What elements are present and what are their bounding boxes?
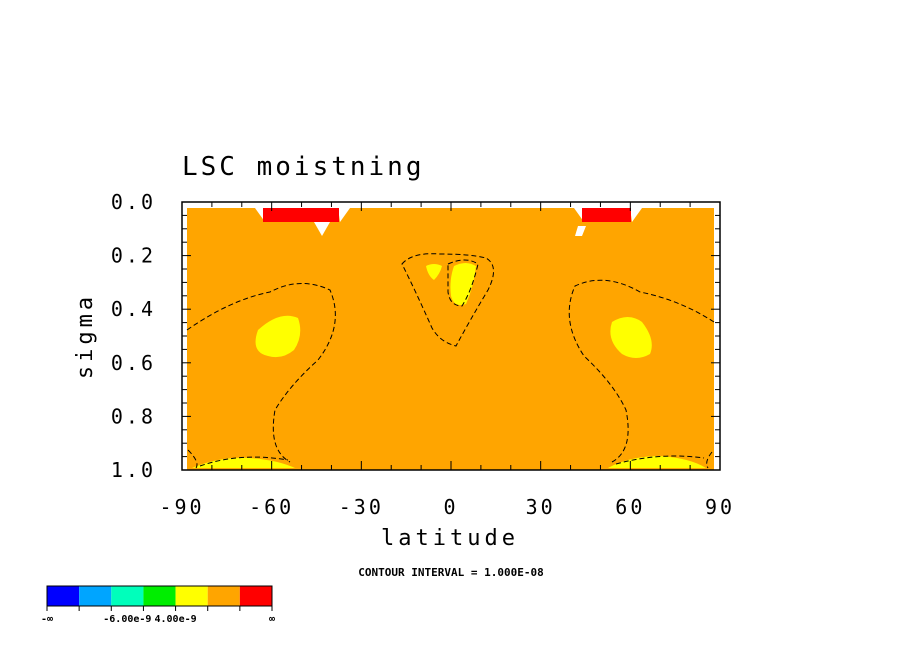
colorbar-swatch bbox=[175, 586, 208, 606]
colorbar-label: ∞ bbox=[269, 614, 275, 625]
x-tick-label: -60 bbox=[249, 495, 294, 519]
contour-line-surface-right-2 bbox=[615, 455, 705, 465]
contour-line-surface-left bbox=[187, 449, 198, 469]
colorbar-swatch bbox=[47, 586, 80, 606]
contour-field bbox=[187, 208, 714, 470]
x-axis-tick-labels: -90 -60 -30 0 30 60 90 bbox=[159, 495, 735, 519]
x-tick-label: 30 bbox=[526, 495, 556, 519]
chart-title: LSC moistning bbox=[182, 152, 425, 182]
colorbar-label: -∞ bbox=[41, 614, 53, 625]
contour-line-center-inner bbox=[447, 259, 479, 307]
contour-line-right bbox=[568, 279, 715, 463]
contour-line-surface-left-2 bbox=[199, 456, 289, 467]
y-tick-label: 0.0 bbox=[111, 190, 156, 214]
y-tick-label: 0.4 bbox=[111, 297, 156, 321]
colorbar-label: -6.00e-9 bbox=[103, 614, 151, 625]
colorbar-label: 4.00e-9 bbox=[154, 614, 196, 625]
colorbar-swatch bbox=[143, 586, 176, 606]
y-tick-label: 0.2 bbox=[111, 244, 156, 268]
x-tick-label: 90 bbox=[705, 495, 735, 519]
contour-line-center bbox=[401, 253, 494, 347]
white-gap-right bbox=[574, 208, 584, 222]
y-tick-label: 0.6 bbox=[111, 351, 156, 375]
x-axis-ticks bbox=[181, 202, 721, 470]
yellow-blob-center bbox=[450, 263, 476, 305]
contour-interval-note: CONTOUR INTERVAL = 1.000E-08 bbox=[358, 566, 543, 579]
y-tick-label: 0.8 bbox=[111, 404, 156, 428]
yellow-blob-right bbox=[610, 317, 652, 358]
colorbar-swatch bbox=[239, 586, 272, 606]
white-gap-left-2 bbox=[314, 222, 330, 236]
x-tick-label: -30 bbox=[339, 495, 384, 519]
x-tick-label: 0 bbox=[443, 495, 458, 519]
y-axis-ticks bbox=[182, 201, 720, 471]
contour-line-surface-right bbox=[706, 451, 713, 469]
white-gap-right-2 bbox=[575, 226, 586, 236]
colorbar-labels: -∞ -6.00e-9 4.00e-9 ∞ bbox=[41, 614, 275, 625]
red-region-left bbox=[263, 208, 339, 222]
colorbar-swatch bbox=[111, 586, 144, 606]
y-axis-tick-labels: 0.0 0.2 0.4 0.6 0.8 1.0 bbox=[111, 190, 156, 482]
x-tick-label: -90 bbox=[159, 495, 204, 519]
red-region-right bbox=[582, 208, 631, 222]
white-gap-right-3 bbox=[630, 208, 642, 222]
colorbar-swatch bbox=[207, 586, 240, 606]
white-gap-left-3 bbox=[338, 208, 350, 222]
x-tick-label: 60 bbox=[615, 495, 645, 519]
x-axis-label: latitude bbox=[381, 526, 519, 551]
yellow-blob-center-small bbox=[426, 264, 442, 280]
colorbar-swatch bbox=[79, 586, 112, 606]
colorbar-frame bbox=[46, 585, 273, 607]
contour-lines bbox=[186, 253, 715, 469]
colorbar bbox=[46, 585, 273, 611]
contour-line-left bbox=[186, 282, 336, 463]
y-tick-label: 1.0 bbox=[111, 458, 156, 482]
white-gap-left bbox=[255, 208, 265, 222]
yellow-surface-left bbox=[192, 457, 295, 468]
yellow-blob-left bbox=[255, 315, 301, 358]
yellow-surface-right bbox=[608, 456, 706, 468]
y-axis-label: sigma bbox=[73, 293, 98, 379]
